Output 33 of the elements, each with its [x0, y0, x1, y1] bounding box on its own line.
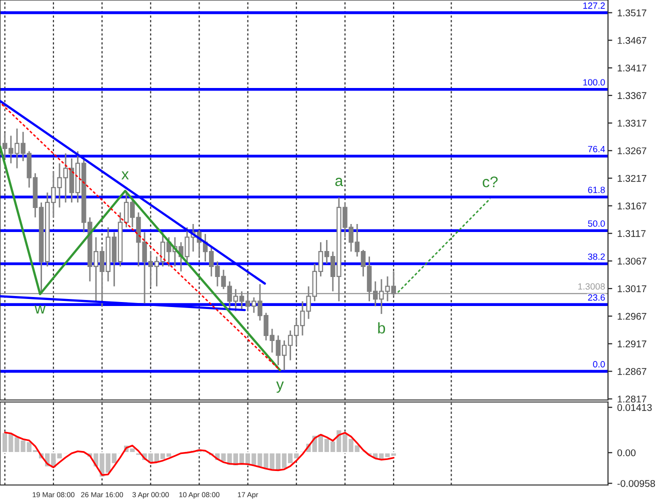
annotation: 76.4 — [588, 146, 605, 152]
y-tick-label: 0.01413 — [617, 404, 652, 411]
annotation: w — [34, 305, 46, 314]
annotation: 61.8 — [588, 186, 605, 194]
y-tick-label: 1.2967 — [618, 312, 646, 320]
y-tick-label: 1.3267 — [618, 147, 646, 154]
y-tick-label: 1.3467 — [618, 37, 646, 44]
y-tick-label: 1.3417 — [618, 64, 646, 72]
annotation: 50.0 — [588, 220, 605, 227]
annotation: 127.2 — [583, 2, 605, 9]
annotation: b — [378, 322, 386, 334]
y-tick-label: 1.2817 — [618, 396, 646, 403]
y-tick-label: 1.3217 — [618, 174, 646, 182]
y-tick-label: 1.3067 — [618, 258, 646, 265]
annotation: a — [335, 178, 344, 186]
annotation: 0.0 — [593, 361, 605, 368]
y-tick-label: 1.3367 — [618, 92, 646, 100]
annotation: 23.6 — [588, 294, 605, 301]
y-tick-label: 1.3517 — [618, 9, 646, 16]
y-tick-label: -0.00958 — [617, 480, 655, 487]
y-tick-label: 0.00 — [617, 449, 636, 456]
y-tick-label: 1.3167 — [618, 202, 646, 210]
annotation: y — [276, 382, 284, 393]
y-tick-label: 1.3017 — [618, 285, 646, 292]
ref-line-label: 1.3008 — [578, 283, 605, 290]
y-tick-label: 1.2867 — [618, 368, 646, 375]
annotation: 100.0 — [583, 79, 605, 86]
y-tick-label: 1.3317 — [618, 120, 646, 127]
y-tick-label: 1.3117 — [618, 230, 646, 237]
annotation: c? — [482, 176, 498, 188]
annotation: x — [121, 171, 129, 180]
y-tick-label: 1.2917 — [618, 340, 646, 348]
annotation: 38.2 — [588, 253, 605, 260]
